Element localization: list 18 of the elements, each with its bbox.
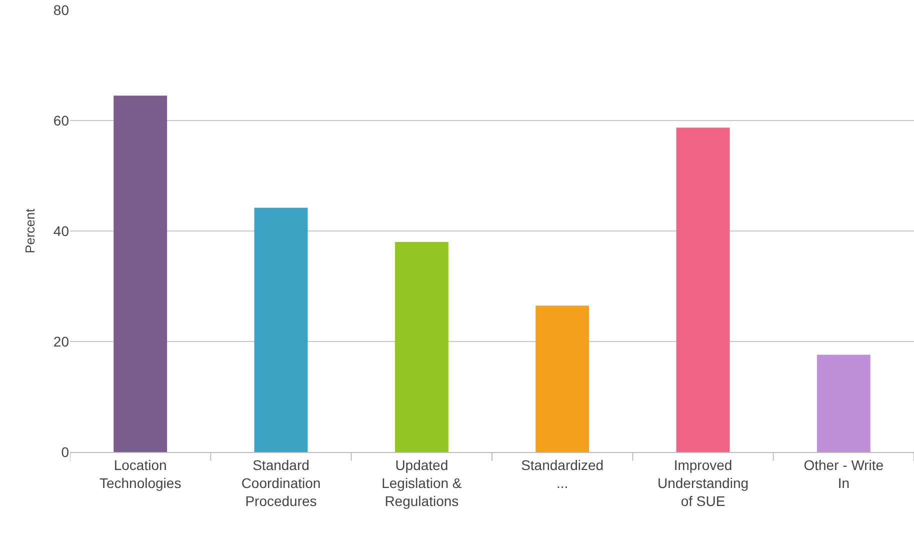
bar xyxy=(536,306,590,452)
y-tick-label: 40 xyxy=(53,222,70,239)
bar xyxy=(394,242,448,452)
y-tick-label: 0 xyxy=(61,444,70,460)
y-tick-label: 60 xyxy=(53,112,70,128)
y-tick-label: 80 xyxy=(53,2,70,18)
x-tick-label: Other - Write In xyxy=(804,456,884,491)
y-axis-title: Percent xyxy=(22,208,38,254)
x-tick-label: Updated Legislation & Regulations xyxy=(382,456,462,510)
x-tick-label: Standard Coordination Procedures xyxy=(241,456,321,510)
x-tick-label: Location Technologies xyxy=(99,456,182,491)
y-tick-label: 20 xyxy=(53,333,70,350)
bar xyxy=(114,96,168,452)
bar xyxy=(254,208,308,452)
x-tick-label: Improved Understanding of SUE xyxy=(657,456,749,510)
bar xyxy=(676,128,730,452)
x-tick-label: Standardized ... xyxy=(521,456,604,491)
bar xyxy=(816,354,870,452)
